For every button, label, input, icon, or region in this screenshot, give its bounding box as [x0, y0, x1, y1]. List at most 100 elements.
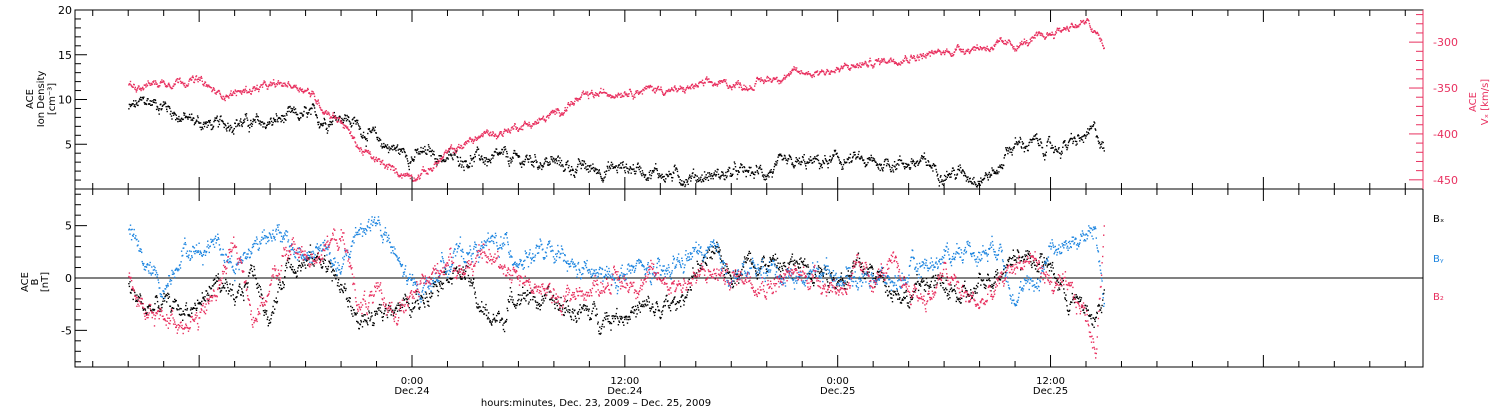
bx-point — [480, 309, 482, 312]
ion-density-point — [1082, 141, 1085, 143]
ion-density-point — [149, 100, 151, 102]
ion-density-point — [595, 172, 598, 175]
vx-point — [414, 179, 416, 181]
vx-point — [759, 78, 761, 81]
ion-density-point — [547, 164, 549, 166]
ion-density-point — [350, 122, 352, 124]
vx-point — [934, 50, 937, 52]
ion-density-point — [576, 169, 578, 172]
bx-point — [691, 276, 694, 278]
ion-density-point — [216, 115, 218, 117]
bx-point — [706, 264, 708, 266]
vx-point — [645, 85, 647, 88]
vx-point — [761, 79, 764, 81]
bx-point — [522, 292, 524, 294]
bx-point — [322, 260, 324, 263]
bx-point — [756, 278, 758, 280]
ion-density-point — [157, 108, 159, 110]
ion-density-point — [1044, 159, 1046, 161]
ion-density-point — [178, 115, 180, 118]
bx-point — [560, 296, 562, 299]
bx-point — [746, 257, 748, 259]
ion-density-point — [955, 177, 957, 179]
vx-point — [568, 104, 571, 106]
ion-density-point — [268, 121, 271, 123]
vx-point — [755, 80, 757, 82]
ion-density-point — [315, 113, 317, 116]
bx-point — [261, 294, 263, 296]
bx-point — [666, 294, 668, 297]
ion-density-point — [1009, 151, 1011, 153]
ion-density-point — [515, 154, 517, 156]
ion-density-point — [448, 151, 450, 153]
bx-point — [337, 279, 340, 281]
ion-density-point — [241, 124, 243, 126]
ion-density-point — [755, 164, 757, 167]
ion-density-point — [937, 178, 939, 180]
ion-density-point — [684, 184, 687, 186]
bx-point — [481, 301, 483, 303]
bx-point — [192, 308, 194, 310]
ion-density-point — [888, 164, 890, 167]
ion-density-point — [911, 162, 913, 165]
vx-point — [457, 146, 459, 148]
ion-density-point — [924, 158, 927, 160]
ion-density-point — [1024, 146, 1026, 148]
ion-density-point — [184, 112, 186, 115]
bx-point — [626, 322, 629, 324]
vx-point — [168, 84, 171, 86]
bx-point — [438, 281, 440, 284]
ion-density-point — [997, 166, 1000, 168]
vx-point — [921, 55, 923, 57]
bx-point — [161, 306, 163, 309]
vx-point — [287, 82, 289, 84]
ion-density-point — [214, 117, 216, 119]
ion-density-point — [280, 115, 283, 117]
vx-point — [544, 119, 546, 122]
ion-density-point — [754, 173, 756, 176]
bx-point — [333, 270, 335, 272]
bx-point — [461, 278, 463, 280]
bx-point — [782, 269, 784, 272]
vx-point — [423, 169, 425, 171]
ion-density-point — [150, 104, 152, 106]
vx-point — [229, 94, 231, 96]
ion-density-point — [225, 125, 227, 127]
vx-point — [391, 166, 393, 168]
bx-point — [241, 290, 243, 293]
ion-density-point — [848, 156, 850, 159]
vx-point — [1078, 25, 1080, 28]
bx-point — [275, 297, 277, 299]
vx-point — [777, 80, 780, 82]
bx-point — [420, 295, 423, 298]
bx-point — [630, 310, 632, 312]
ion-density-point — [186, 116, 189, 119]
ion-density-point — [212, 126, 214, 129]
ion-density-point — [358, 125, 360, 127]
vx-point — [341, 121, 343, 123]
bx-point — [672, 301, 674, 303]
ion-density-point — [834, 150, 836, 153]
vx-point — [135, 89, 137, 91]
ion-density-point — [243, 121, 246, 123]
bx-point — [623, 316, 625, 318]
bx-point — [378, 303, 381, 306]
ion-density-point — [767, 172, 770, 174]
vx-point — [528, 123, 531, 126]
bx-point — [503, 322, 505, 324]
vx-point — [184, 82, 186, 85]
ion-density-point — [636, 166, 638, 169]
vx-point — [909, 59, 911, 61]
vx-point — [980, 47, 982, 49]
vx-point — [1092, 31, 1095, 33]
ion-density-point — [392, 149, 394, 151]
ion-density-point — [543, 163, 545, 165]
vx-point — [442, 156, 445, 158]
ion-density-point — [974, 182, 976, 184]
ion-density-point — [329, 123, 332, 126]
vx-point — [839, 70, 841, 72]
bx-point — [470, 282, 473, 284]
ion-density-point — [498, 152, 500, 155]
ion-density-point — [281, 119, 283, 122]
ion-density-point — [987, 176, 989, 179]
